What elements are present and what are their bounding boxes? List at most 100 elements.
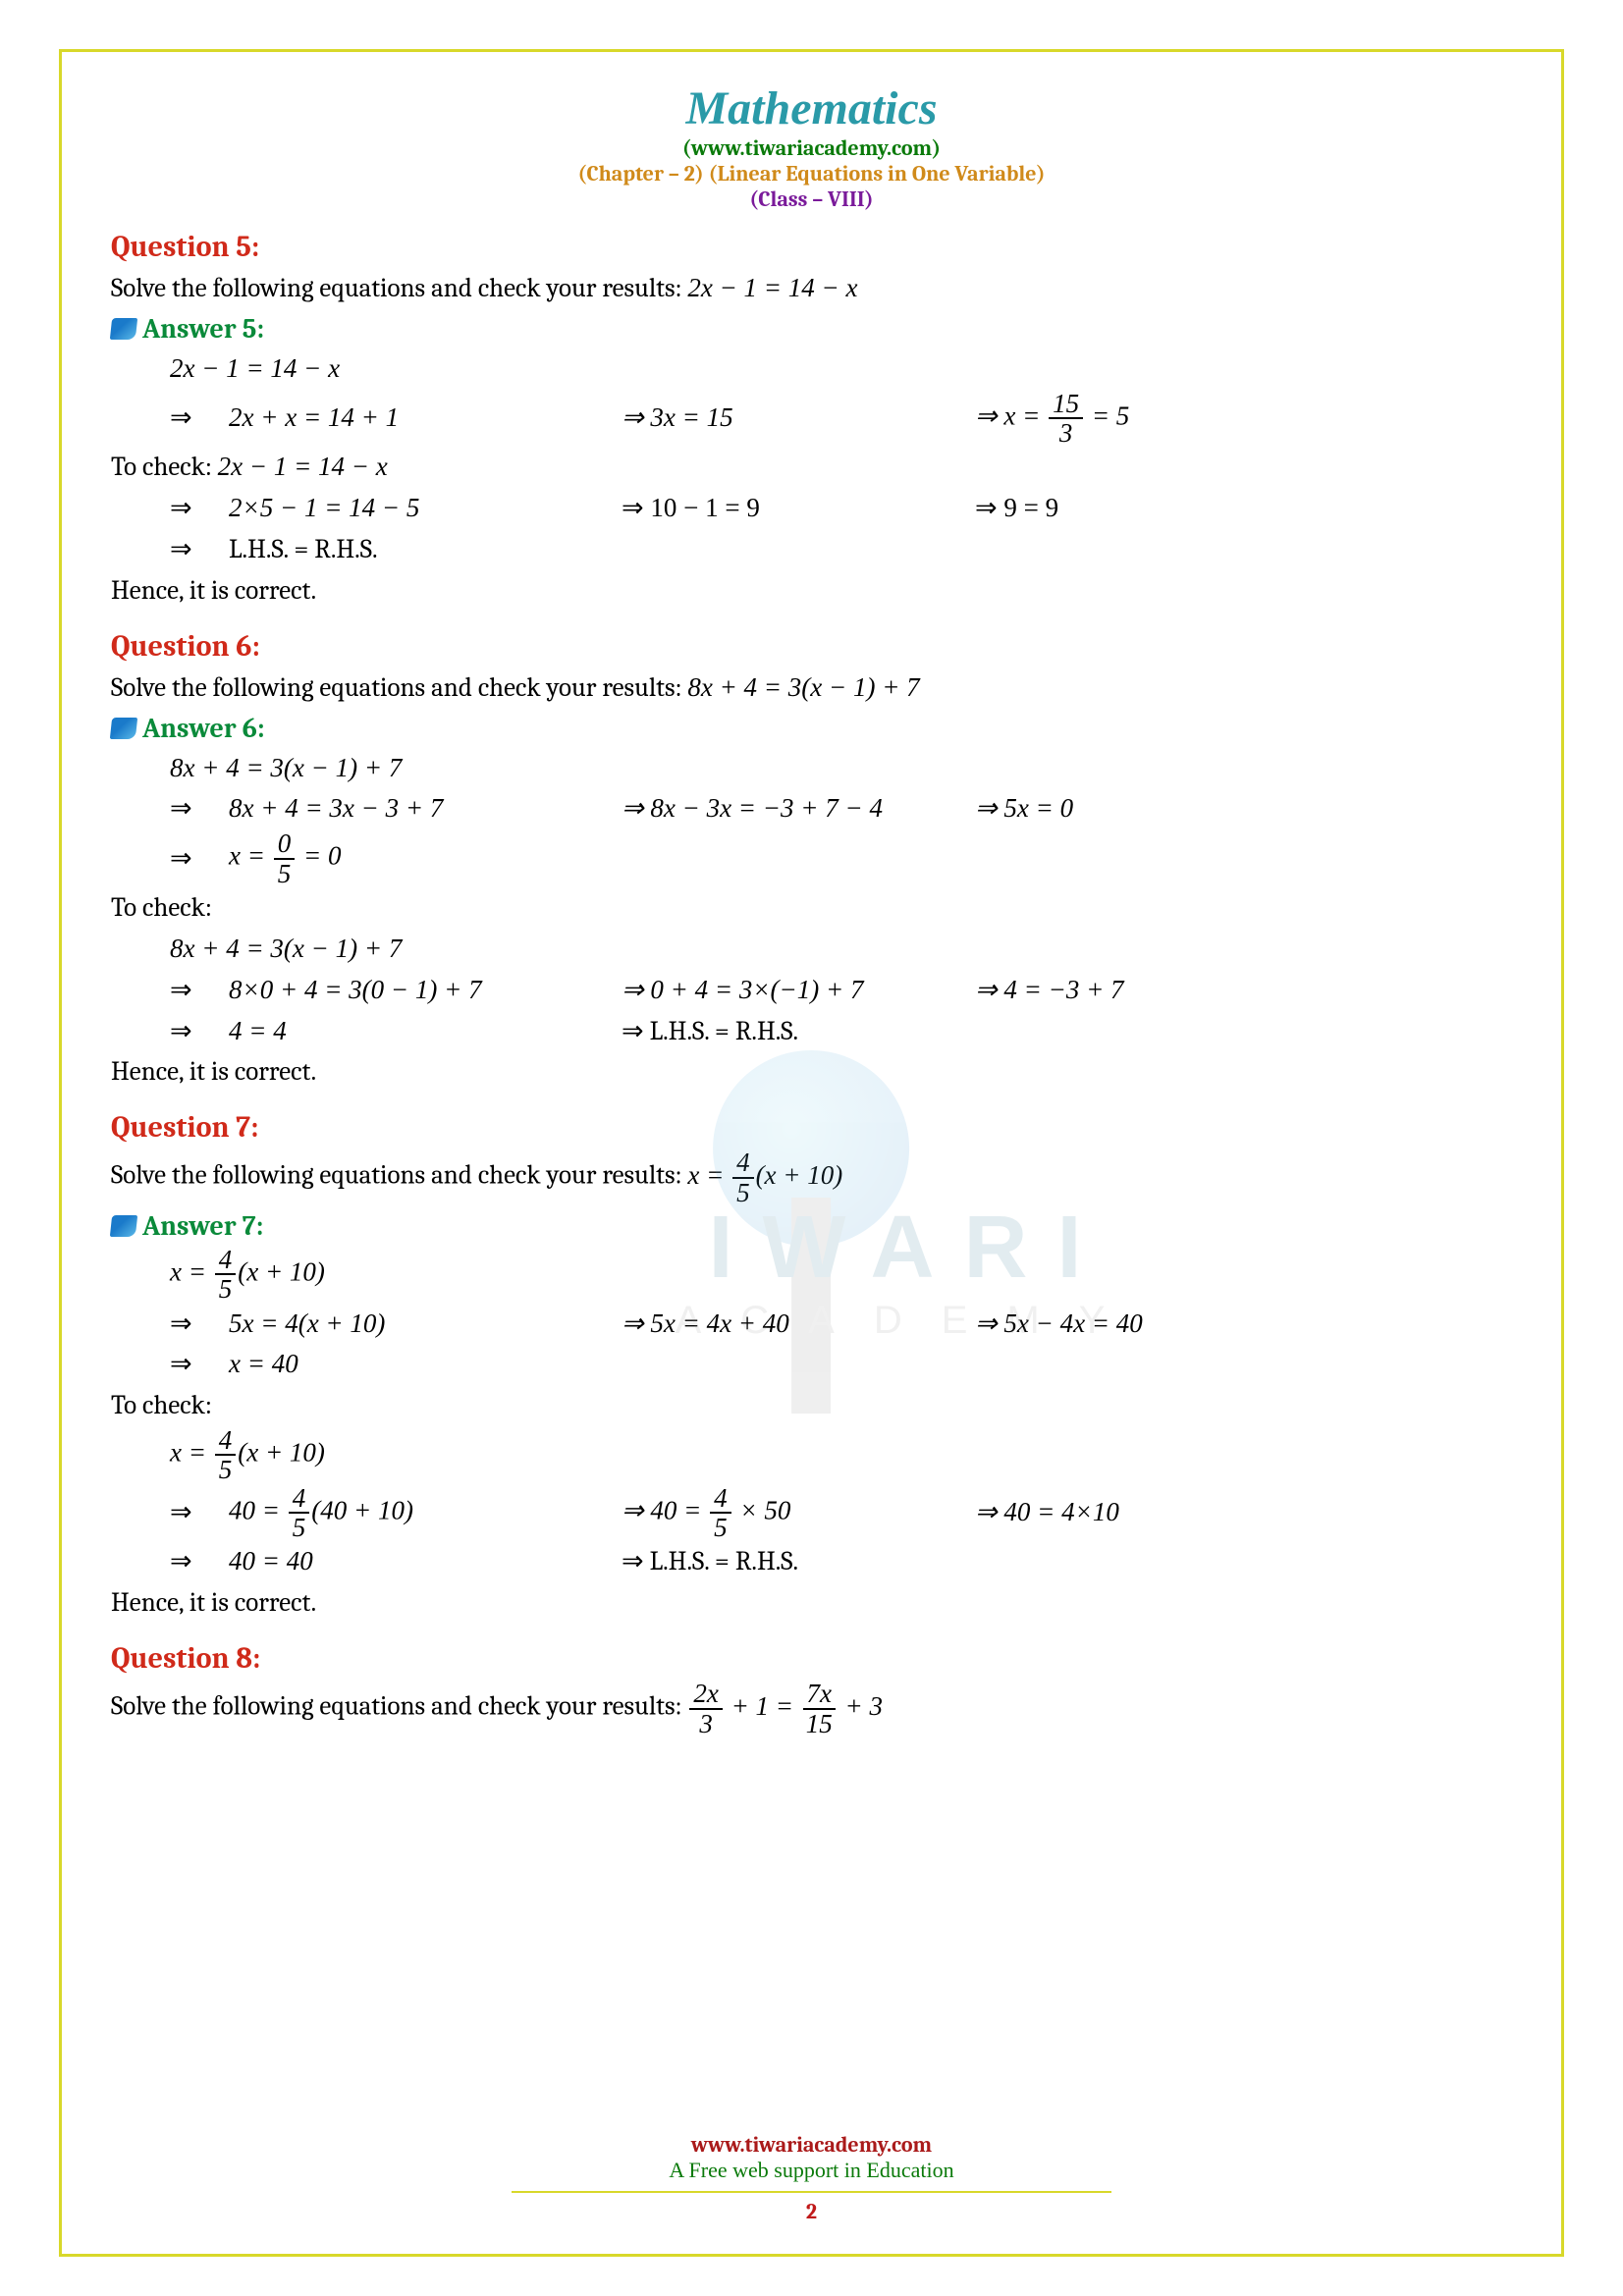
q6-c1c: ⇒ 4 = −3 + 7 [975, 970, 1328, 1011]
fraction: 45 [732, 1148, 754, 1206]
question-6-prompt: Solve the following equations and check … [111, 667, 1512, 709]
implies-icon: ⇒ [170, 1492, 229, 1533]
header-chapter: (Chapter – 2) (Linear Equations in One V… [111, 161, 1512, 187]
q6-c2b: ⇒ L.H.S. = R.H.S. [622, 1011, 975, 1052]
frac-num: 4 [289, 1484, 310, 1514]
question-7-prompt: Solve the following equations and check … [111, 1148, 1512, 1206]
answer-5-label: Answer 5: [142, 313, 264, 345]
q6-step2: ⇒ x = 05 = 0 [170, 829, 1512, 887]
q7-c2a: 40 = 40 [229, 1541, 622, 1582]
frac-num: 0 [274, 829, 296, 859]
q7-c1c: ⇒ 40 = 4×10 [975, 1492, 1328, 1533]
implies-icon: ⇒ [170, 488, 229, 529]
q6-c2a: 4 = 4 [229, 1011, 622, 1052]
fraction: 2x3 [689, 1680, 722, 1737]
q6-hence: Hence, it is correct. [111, 1051, 1512, 1093]
q5-s1c-suf: = 5 [1085, 400, 1129, 430]
q6-s1c: ⇒ 5x = 0 [975, 788, 1328, 829]
footer: www.tiwariacademy.com A Free web support… [62, 2132, 1561, 2224]
q5-prompt-text: Solve the following equations and check … [111, 273, 687, 303]
q7-c1a-suf: (40 + 10) [311, 1495, 413, 1524]
q5-check-label: To check: 2x − 1 = 14 − x [111, 447, 1512, 488]
fraction: 45 [215, 1246, 237, 1304]
q5-step0: 2x − 1 = 14 − x [170, 348, 1512, 390]
q6-s1a: 8x + 4 = 3x − 3 + 7 [229, 788, 622, 829]
answer-7-label: Answer 7: [142, 1210, 263, 1242]
q7-s1c: ⇒ 5x − 4x = 40 [975, 1304, 1328, 1345]
fraction: 05 [274, 829, 296, 887]
frac-num: 4 [732, 1148, 754, 1178]
q7-hence: Hence, it is correct. [111, 1582, 1512, 1624]
q7-step2: ⇒ x = 40 [170, 1344, 1512, 1385]
q7-check-eq: x = 45(x + 10) [170, 1426, 1512, 1484]
header: Mathematics (www.tiwariacademy.com) (Cha… [111, 81, 1512, 212]
q7-l0-suf: (x + 10) [238, 1256, 325, 1286]
q7-check2: ⇒ 40 = 40 ⇒ L.H.S. = R.H.S. [170, 1541, 1512, 1582]
answer-6-label: Answer 6: [142, 713, 265, 744]
q7-check1: ⇒ 40 = 45(40 + 10) ⇒ 40 = 45 × 50 ⇒ 40 =… [170, 1484, 1512, 1542]
q5-equation: 2x − 1 = 14 − x [687, 273, 857, 302]
frac-den: 5 [710, 1514, 731, 1541]
frac-num: 15 [1049, 390, 1083, 419]
q7-ck-pre: x = [170, 1438, 213, 1468]
q5-check2: ⇒ L.H.S. = R.H.S. [170, 529, 1512, 570]
answer-5-title: Answer 5: [111, 313, 1512, 345]
q6-step1: ⇒ 8x + 4 = 3x − 3 + 7 ⇒ 8x − 3x = −3 + 7… [170, 788, 1512, 829]
q7-eq-suf: (x + 10) [756, 1160, 843, 1190]
question-8-title: Question 8: [111, 1641, 1512, 1676]
q7-c1a-pre: 40 = [229, 1495, 287, 1524]
q6-equation: 8x + 4 = 3(x − 1) + 7 [687, 672, 919, 702]
header-website: (www.tiwariacademy.com) [111, 135, 1512, 161]
q7-step0: x = 45(x + 10) [170, 1246, 1512, 1304]
page-border: IWARI ACADEMY Mathematics (www.tiwariaca… [59, 49, 1564, 2257]
question-6-title: Question 6: [111, 629, 1512, 664]
q7-s1a: 5x = 4(x + 10) [229, 1304, 622, 1345]
q6-check2: ⇒ 4 = 4 ⇒ L.H.S. = R.H.S. [170, 1011, 1512, 1052]
q5-s1c: ⇒ x = 153 = 5 [975, 390, 1328, 448]
q6-check1: ⇒ 8×0 + 4 = 3(0 − 1) + 7 ⇒ 0 + 4 = 3×(−1… [170, 970, 1512, 1011]
footer-divider [512, 2191, 1111, 2193]
q6-check-eq: 8x + 4 = 3(x − 1) + 7 [170, 929, 1512, 970]
frac-num: 7x [803, 1680, 836, 1709]
question-5-prompt: Solve the following equations and check … [111, 268, 1512, 309]
q5-s1a: 2x + x = 14 + 1 [229, 398, 622, 439]
fraction: 153 [1049, 390, 1083, 448]
answer-6-title: Answer 6: [111, 713, 1512, 744]
q8-equation: 2x3 + 1 = 7x15 + 3 [687, 1691, 883, 1721]
frac-den: 5 [274, 860, 296, 887]
frac-den: 5 [289, 1514, 310, 1541]
frac-den: 3 [1055, 419, 1077, 447]
q6-c1a: 8×0 + 4 = 3(0 − 1) + 7 [229, 970, 622, 1011]
footer-url: www.tiwariacademy.com [62, 2132, 1561, 2158]
q6-prompt-text: Solve the following equations and check … [111, 672, 687, 703]
q5-c1a: 2×5 − 1 = 14 − 5 [229, 488, 622, 529]
q7-ck-suf: (x + 10) [238, 1438, 325, 1468]
q6-s1b: ⇒ 8x − 3x = −3 + 7 − 4 [622, 788, 975, 829]
q7-eq-pre: x = [687, 1160, 730, 1190]
q7-equation: x = 45(x + 10) [687, 1160, 842, 1190]
q5-s1c-pre: ⇒ x = [975, 400, 1047, 430]
q7-c1b: ⇒ 40 = 45 × 50 [622, 1484, 975, 1542]
frac-den: 15 [802, 1710, 837, 1737]
q5-s1b: ⇒ 3x = 15 [622, 398, 975, 439]
fraction: 45 [710, 1484, 731, 1542]
q5-c1b: ⇒ 10 − 1 = 9 [622, 488, 975, 529]
q8-mid: + 1 = [725, 1691, 800, 1721]
footer-tagline: A Free web support in Education [62, 2158, 1561, 2183]
q6-step0: 8x + 4 = 3(x − 1) + 7 [170, 748, 1512, 789]
question-7-title: Question 7: [111, 1110, 1512, 1145]
q7-c1a: 40 = 45(40 + 10) [229, 1484, 622, 1542]
fraction: 45 [289, 1484, 310, 1542]
q7-c1b-pre: ⇒ 40 = [622, 1495, 708, 1524]
q7-check-label: To check: [111, 1385, 1512, 1426]
frac-den: 5 [215, 1275, 237, 1303]
q5-step1: ⇒ 2x + x = 14 + 1 ⇒ 3x = 15 ⇒ x = 153 = … [170, 390, 1512, 448]
implies-icon: ⇒ [170, 788, 229, 829]
implies-icon: ⇒ [170, 529, 229, 570]
frac-num: 4 [710, 1484, 731, 1514]
implies-icon: ⇒ [170, 1344, 229, 1385]
frac-num: 2x [689, 1680, 722, 1709]
implies-icon: ⇒ [170, 1304, 229, 1345]
q5-check-eq: 2x − 1 = 14 − x [218, 452, 388, 481]
q7-s1b: ⇒ 5x = 4x + 40 [622, 1304, 975, 1345]
